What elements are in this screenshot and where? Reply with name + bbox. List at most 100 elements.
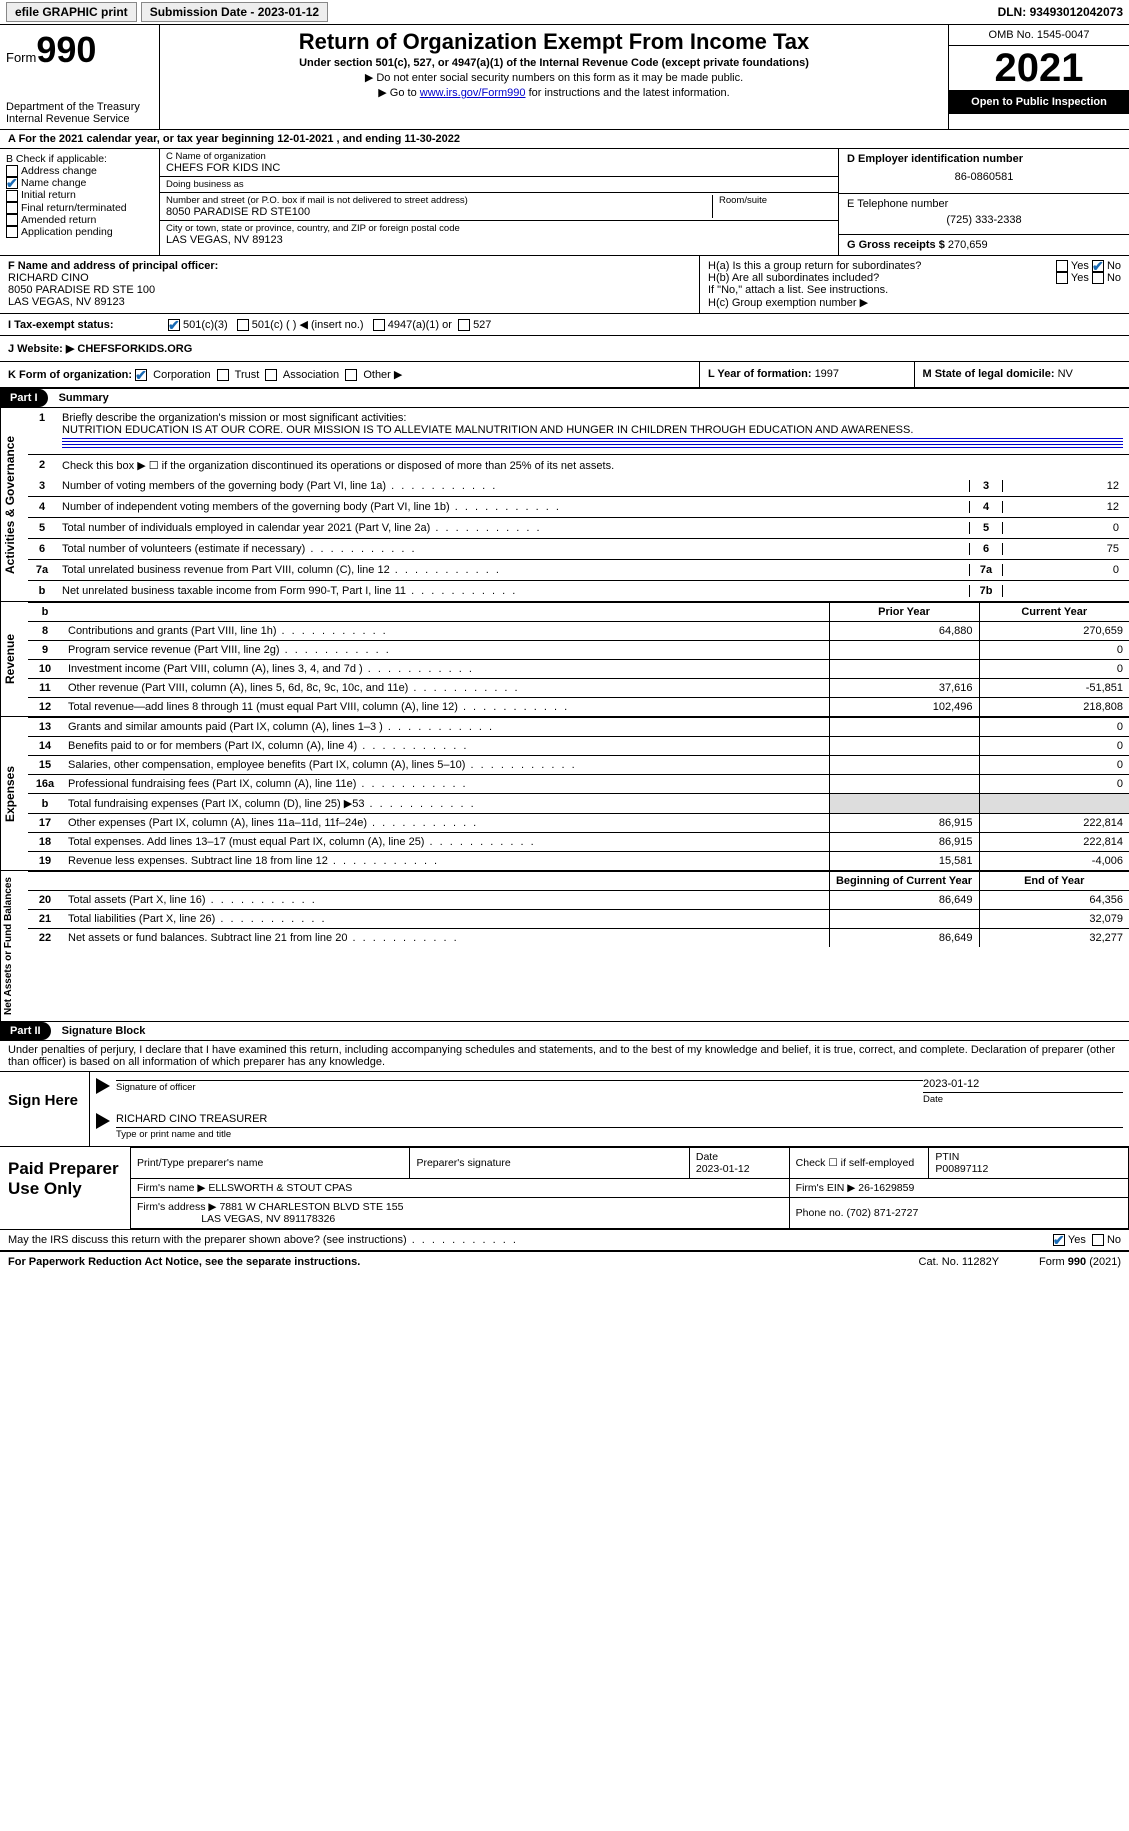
- check-ha-no[interactable]: [1092, 260, 1104, 272]
- check-irs-no[interactable]: [1092, 1234, 1104, 1246]
- row-desc: Number of independent voting members of …: [62, 501, 561, 513]
- part-ii-header: Part II Signature Block: [0, 1022, 1129, 1041]
- sig-date-value: 2023-01-12: [923, 1078, 1123, 1090]
- summary-row-3: 3 Number of voting members of the govern…: [28, 476, 1129, 496]
- check-527[interactable]: [458, 319, 470, 331]
- header-center: Return of Organization Exempt From Incom…: [160, 25, 949, 129]
- summary-row-5: 5 Total number of individuals employed i…: [28, 517, 1129, 538]
- row-desc: Total number of volunteers (estimate if …: [62, 543, 417, 555]
- fin-prior: 15,581: [829, 852, 979, 871]
- fin-current: -51,851: [979, 679, 1129, 698]
- g-gross-label: G Gross receipts $: [847, 239, 948, 251]
- form-title: Return of Organization Exempt From Incom…: [166, 29, 942, 55]
- dln-label: DLN:: [998, 5, 1030, 19]
- form-note-link: ▶ Go to www.irs.gov/Form990 for instruct…: [166, 86, 942, 99]
- check-501c3[interactable]: [168, 319, 180, 331]
- l-year-formation: L Year of formation: 1997: [700, 362, 915, 387]
- row-body: Total number of volunteers (estimate if …: [56, 539, 1129, 559]
- fin-row-8: 8 Contributions and grants (Part VIII, l…: [28, 622, 1129, 641]
- check-app-pending[interactable]: [6, 226, 18, 238]
- check-501c[interactable]: [237, 319, 249, 331]
- fin-current: -4,006: [979, 852, 1129, 871]
- c-dba-label: Doing business as: [166, 179, 832, 190]
- fin-desc: Program service revenue (Part VIII, line…: [62, 641, 829, 660]
- j-label: J Website: ▶: [8, 343, 77, 355]
- row-desc: Total number of individuals employed in …: [62, 522, 542, 534]
- prep-selfemp-label: Check ☐ if self-employed: [796, 1157, 915, 1169]
- mission-rule-2: [62, 441, 1123, 442]
- fin-current: [979, 794, 1129, 814]
- c-addr-label: Number and street (or P.O. box if mail i…: [166, 195, 712, 206]
- fin-row-20: 20 Total assets (Part X, line 16) 86,649…: [28, 891, 1129, 910]
- fin-prior: 64,880: [829, 622, 979, 641]
- preparer-table: Print/Type preparer's name Preparer's si…: [130, 1147, 1129, 1229]
- f-addr1: 8050 PARADISE RD STE 100: [8, 284, 691, 296]
- lbl-other: Other ▶: [363, 369, 402, 381]
- d-ein-value: 86-0860581: [847, 165, 1121, 189]
- check-ha-yes[interactable]: [1056, 260, 1068, 272]
- part-i-title: Summary: [51, 389, 117, 407]
- fin-num: 14: [28, 737, 62, 756]
- vlabel-net-assets: Net Assets or Fund Balances: [0, 871, 28, 1021]
- check-initial-return[interactable]: [6, 190, 18, 202]
- summary-expenses: Expenses 13 Grants and similar amounts p…: [0, 717, 1129, 871]
- fin-prior: [829, 756, 979, 775]
- submission-date-label: Submission Date -: [150, 5, 258, 19]
- h-b-note: If "No," attach a list. See instructions…: [708, 284, 1121, 296]
- lbl-corp: Corporation: [153, 369, 210, 381]
- j-value: CHEFSFORKIDS.ORG: [77, 343, 192, 355]
- d-ein-label: D Employer identification number: [847, 153, 1121, 165]
- col-b-checkboxes: B Check if applicable: Address change Na…: [0, 149, 160, 255]
- m-state-domicile: M State of legal domicile: NV: [915, 362, 1129, 387]
- line1-mission-text: NUTRITION EDUCATION IS AT OUR CORE. OUR …: [62, 424, 913, 436]
- check-final-return[interactable]: [6, 202, 18, 214]
- fin-current: 0: [979, 641, 1129, 660]
- m-label: M State of legal domicile:: [923, 368, 1058, 380]
- boy-hdr: Beginning of Current Year: [829, 872, 979, 891]
- row-body: Number of voting members of the governin…: [56, 476, 1129, 496]
- check-hb-no[interactable]: [1092, 272, 1104, 284]
- check-name-change[interactable]: [6, 177, 18, 189]
- form-subtitle: Under section 501(c), 527, or 4947(a)(1)…: [166, 57, 942, 69]
- summary-net-assets: Net Assets or Fund Balances Beginning of…: [0, 871, 1129, 1022]
- check-irs-yes[interactable]: [1053, 1234, 1065, 1246]
- check-other[interactable]: [345, 369, 357, 381]
- prep-date-value: 2023-01-12: [696, 1163, 750, 1175]
- fin-num: 8: [28, 622, 62, 641]
- fin-prior: [829, 718, 979, 737]
- c-room-label: Room/suite: [719, 195, 832, 206]
- lbl-4947: 4947(a)(1) or: [388, 319, 452, 331]
- block-f-officer: F Name and address of principal officer:…: [0, 256, 700, 313]
- summary-row-6: 6 Total number of volunteers (estimate i…: [28, 538, 1129, 559]
- firm-addr-value2: LAS VEGAS, NV 891178326: [201, 1213, 335, 1225]
- check-hb-yes[interactable]: [1056, 272, 1068, 284]
- check-assoc[interactable]: [265, 369, 277, 381]
- revenue-table: bPrior YearCurrent Year 8 Contributions …: [28, 602, 1129, 716]
- fin-row-13: 13 Grants and similar amounts paid (Part…: [28, 718, 1129, 737]
- m-value: NV: [1058, 368, 1073, 380]
- row-box: 5: [969, 522, 1003, 534]
- row-val: 75: [1003, 543, 1123, 555]
- fin-row-15: 15 Salaries, other compensation, employe…: [28, 756, 1129, 775]
- fin-current: 0: [979, 660, 1129, 679]
- check-amended[interactable]: [6, 214, 18, 226]
- fin-desc: Other expenses (Part IX, column (A), lin…: [62, 814, 829, 833]
- irs-link[interactable]: www.irs.gov/Form990: [420, 87, 526, 99]
- open-to-public: Open to Public Inspection: [949, 90, 1129, 114]
- l-value: 1997: [815, 368, 839, 380]
- fin-desc: Benefits paid to or for members (Part IX…: [62, 737, 829, 756]
- vlabel-activities: Activities & Governance: [0, 408, 28, 601]
- fin-num: 22: [28, 929, 62, 948]
- line1-content: Briefly describe the organization's miss…: [56, 408, 1129, 454]
- check-corp[interactable]: [135, 369, 147, 381]
- check-trust[interactable]: [217, 369, 229, 381]
- firm-phone-value: (702) 871-2727: [846, 1207, 918, 1219]
- efile-print-button[interactable]: efile GRAPHIC print: [6, 2, 137, 22]
- fin-row-10: 10 Investment income (Part VIII, column …: [28, 660, 1129, 679]
- summary-row-b: b Net unrelated business taxable income …: [28, 580, 1129, 601]
- fin-desc: Contributions and grants (Part VIII, lin…: [62, 622, 829, 641]
- row-num: 7a: [28, 560, 56, 580]
- b-label: B Check if applicable:: [6, 153, 153, 165]
- row-num: 6: [28, 539, 56, 559]
- check-4947[interactable]: [373, 319, 385, 331]
